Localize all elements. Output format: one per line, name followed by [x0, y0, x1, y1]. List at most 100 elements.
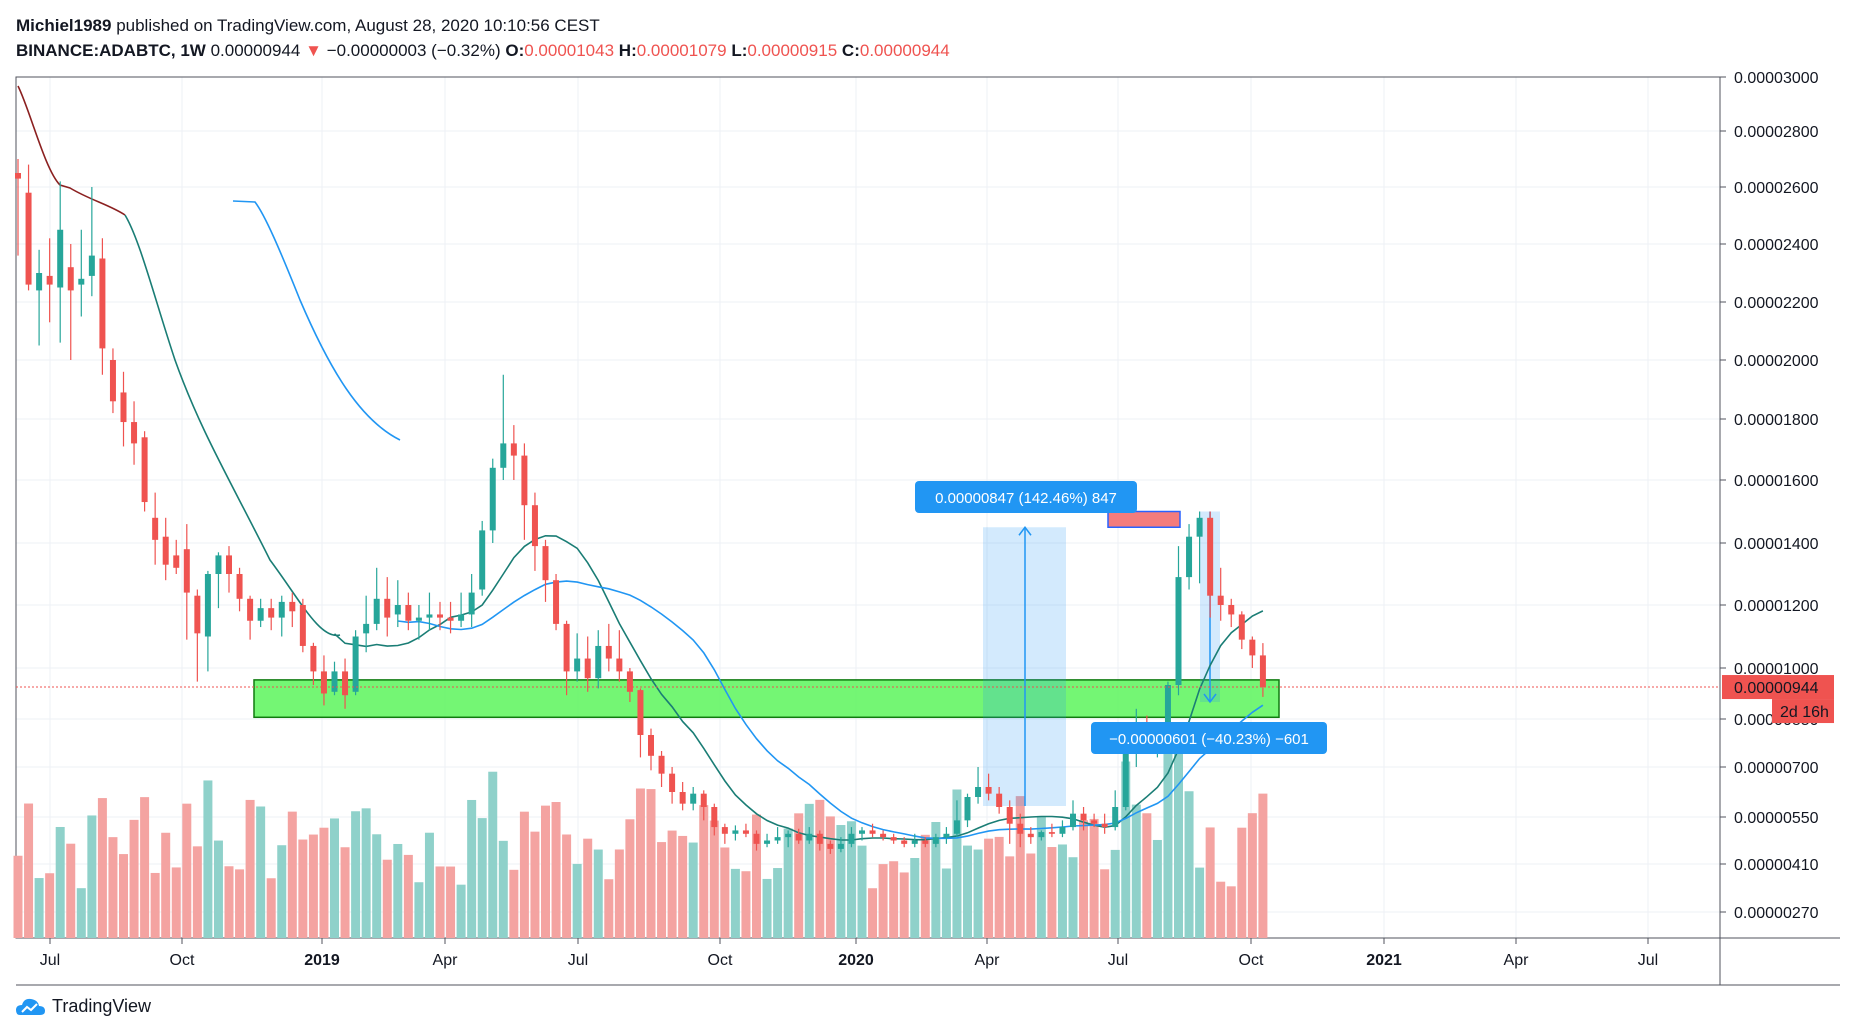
candle-body: [1070, 813, 1076, 828]
volume-bar: [984, 838, 994, 938]
volume-bar: [213, 840, 223, 938]
candle-body: [394, 605, 401, 615]
candle-body: [637, 690, 644, 735]
published-date: published on TradingView.com, August 28,…: [116, 16, 600, 35]
volume-bar: [699, 805, 709, 938]
open-value: 0.00001043: [524, 41, 615, 60]
measure-down-label: −0.00000601 (−40.23%) −601: [1091, 722, 1327, 754]
candle-body: [1048, 832, 1055, 834]
volume-bar: [266, 878, 276, 938]
candle-body: [880, 833, 887, 838]
volume-bar: [541, 805, 550, 938]
volume-bar: [551, 802, 561, 938]
high-value: 0.00001079: [636, 41, 727, 60]
x-tick-label: 2020: [838, 952, 874, 969]
open-label: O:: [505, 41, 525, 60]
volume-bar: [1237, 827, 1247, 938]
volume-bar: [973, 849, 983, 938]
volume-bar: [709, 820, 719, 938]
volume-bar: [1089, 818, 1099, 938]
volume-bar: [1174, 736, 1183, 938]
candle-body: [510, 443, 517, 456]
x-tick-label: Apr: [975, 952, 1001, 969]
x-tick-label: 2019: [304, 952, 340, 969]
candle-body: [584, 658, 591, 679]
candle-body: [742, 830, 749, 834]
candle-body: [700, 793, 707, 807]
tradingview-logo[interactable]: TradingView: [16, 996, 151, 1017]
candle-body: [352, 636, 359, 692]
candle-body: [310, 645, 317, 672]
candle-body: [479, 530, 486, 590]
candle-body: [1038, 832, 1045, 838]
y-tick-label: 0.00000410: [1734, 857, 1819, 874]
candle-body: [1122, 747, 1129, 807]
measure-down-label-bg: [1091, 722, 1327, 754]
last-price: 0.00000944: [210, 41, 301, 60]
volume-bar: [203, 780, 213, 938]
candle-body: [78, 278, 85, 285]
candle-body: [1196, 517, 1203, 537]
volume-bar: [804, 803, 814, 938]
high-label: H:: [618, 41, 637, 60]
volume-bar: [182, 803, 192, 938]
y-tick-label: 0.00003000: [1734, 70, 1819, 87]
candle-body: [679, 792, 686, 804]
volume-bar: [1068, 857, 1078, 938]
candle-body: [415, 617, 422, 621]
volume-bar: [868, 888, 878, 938]
volume-bar: [287, 811, 297, 938]
volume-bar: [235, 869, 245, 938]
candle-body: [299, 605, 306, 646]
volume-bar: [97, 798, 107, 938]
volume-bar: [192, 846, 202, 938]
candle-body: [1017, 823, 1024, 834]
measure-up-label: 0.00000847 (142.46%) 847: [915, 481, 1137, 513]
candle-body: [468, 592, 475, 615]
volume-bar: [351, 811, 361, 938]
candle-body: [215, 555, 222, 574]
volume-bar: [1121, 761, 1131, 938]
x-tick-label: Jul: [1638, 952, 1658, 969]
volume-bar: [941, 868, 951, 938]
candle-body: [67, 267, 74, 291]
candle-body: [669, 773, 676, 792]
y-tick-label: 0.00001800: [1734, 412, 1819, 429]
volume-bar: [1258, 793, 1268, 938]
x-tick-label: 2021: [1366, 952, 1402, 969]
y-tick-label: 0.00002000: [1734, 353, 1819, 370]
candle-body: [25, 192, 32, 285]
volume-bar: [66, 843, 76, 938]
candle-body: [57, 229, 64, 288]
volume-bar: [1047, 847, 1057, 938]
volume-bar: [1216, 881, 1226, 938]
candle-body: [1080, 813, 1087, 821]
volume-bar: [382, 859, 392, 938]
volume-bar: [1195, 867, 1205, 938]
candle-body: [1186, 536, 1193, 578]
author[interactable]: Michiel1989: [16, 16, 112, 35]
x-tick-label: Oct: [170, 952, 195, 969]
candle-body: [342, 671, 349, 696]
countdown-bg: [1772, 699, 1834, 724]
volume-bar: [45, 873, 55, 938]
y-tick-label: 0.00000550: [1734, 810, 1819, 827]
candle-body: [816, 833, 823, 844]
candle-body: [911, 840, 918, 844]
candle-body: [901, 840, 908, 844]
volume-bar: [1015, 796, 1025, 938]
candle-body: [183, 549, 190, 593]
volume-bar: [76, 888, 86, 938]
volume-bar: [1036, 815, 1046, 938]
volume-bar: [456, 884, 466, 938]
volume-bar: [815, 799, 825, 938]
arrow-down-icon: [1203, 693, 1217, 704]
candle-body: [320, 671, 327, 694]
candle-body: [1259, 655, 1266, 688]
volume-bar: [530, 831, 540, 938]
candle-body: [120, 392, 127, 423]
candle-body: [690, 793, 697, 804]
volume-bar: [150, 872, 160, 938]
measure-up-label-bg: [915, 481, 1137, 513]
